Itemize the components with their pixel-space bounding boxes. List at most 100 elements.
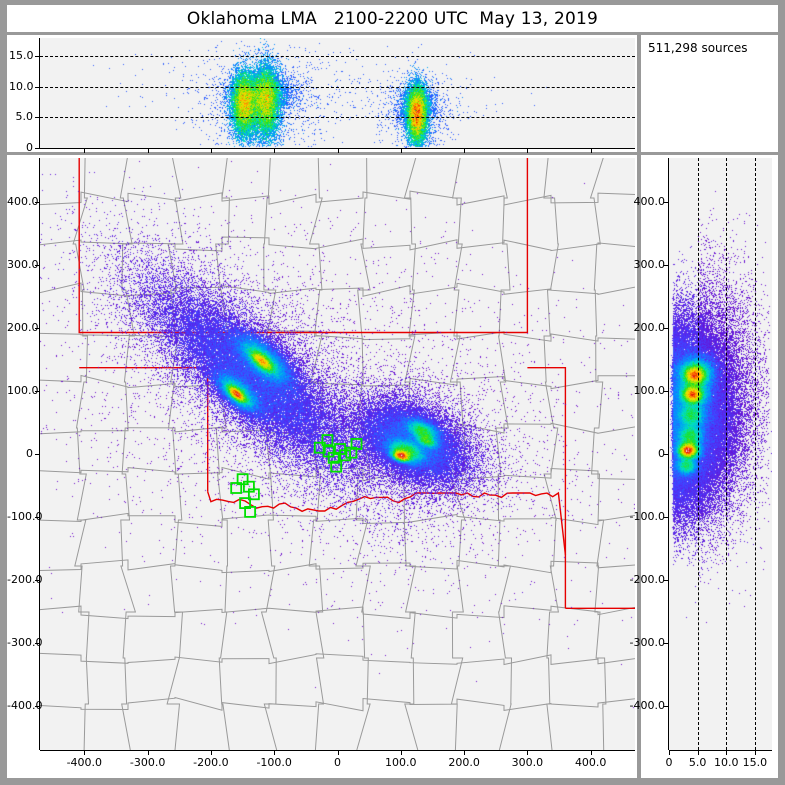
y-tick-6 [35, 328, 40, 330]
x-tick-label-0: -400.0 [66, 756, 103, 769]
x-tick-4 [337, 750, 339, 755]
lma-station-marker[interactable] [244, 505, 257, 518]
x-tick-0 [84, 148, 86, 153]
y-tick-4 [664, 454, 669, 455]
y-tick-3 [35, 516, 40, 518]
x-tick-label-7: 300.0 [511, 756, 544, 769]
x-tick-7 [527, 148, 529, 153]
y-tick-7 [35, 265, 40, 267]
x-tick-3 [274, 148, 276, 153]
y-tick-label-1: -300.0 [629, 635, 665, 649]
x-tick-0 [669, 750, 670, 755]
y-tick-label-0: 0 [26, 141, 33, 154]
lma-station-markers-layer[interactable] [40, 158, 635, 750]
x-tick-7 [527, 750, 529, 755]
y-tick-7 [664, 265, 669, 267]
x-tick-1 [697, 750, 699, 755]
x-tick-2 [726, 750, 728, 755]
x-tick-label-3: 15.0 [742, 756, 768, 769]
lma-station-marker[interactable] [330, 460, 343, 473]
lma-station-marker[interactable] [313, 441, 326, 454]
plan-view-map-panel: -400.0 -300.0 -200.0 -100.0 0 100.0 200.0 300.0… [7, 155, 637, 778]
y-tick-3 [35, 56, 40, 58]
y-tick-label-2: -200.0 [7, 572, 43, 586]
y-tick-label-4: 0 [26, 447, 33, 460]
x-tick-0 [84, 750, 86, 755]
lma-station-marker[interactable] [350, 437, 363, 450]
y-tick-0 [35, 705, 40, 707]
vgridline-1 [726, 158, 728, 750]
y-tick-label-5: 100.0 [633, 384, 666, 398]
lma-station-marker[interactable] [230, 482, 243, 494]
x-tick-8 [590, 750, 592, 755]
title-bar: Oklahoma LMA 2100-2200 UTC May 13, 2019 [7, 5, 778, 32]
x-tick-label-6: 200.0 [448, 756, 480, 769]
x-tick-label-1: 5.0 [688, 756, 707, 769]
y-tick-label-0: -400.0 [7, 698, 43, 712]
y-tick-label-3: 15.0 [9, 49, 34, 63]
vgridline-0 [697, 158, 699, 750]
source-density-canvas-right [669, 158, 772, 750]
y-tick-label-8: 400.0 [633, 195, 666, 209]
altitude-vs-east-west-plot[interactable] [40, 38, 635, 148]
x-tick-label-3: -100.0 [256, 756, 292, 769]
y-tick-label-7: 300.0 [633, 258, 666, 272]
x-tick-3 [754, 750, 756, 755]
y-tick-label-2: -200.0 [629, 572, 665, 586]
page-title: Oklahoma LMA 2100-2200 UTC May 13, 2019 [186, 8, 599, 29]
y-tick-1 [664, 642, 669, 644]
altitude-vs-north-south-panel: -400.0 -300.0 -200.0 -100.0 0 100.0 200.0 300.0… [630, 155, 778, 778]
sources-count-label: 511,298 sources [648, 41, 748, 55]
sources-count-panel: 511,298 sources [641, 35, 778, 152]
x-tick-label-5: 100.0 [385, 756, 417, 769]
x-tick-label-0: 0 [665, 756, 673, 769]
y-tick-2 [35, 86, 40, 88]
y-tick-4 [35, 454, 40, 455]
lma-station-marker[interactable] [247, 488, 260, 501]
gridline-15.0 [40, 56, 635, 58]
x-axis-spine [669, 750, 772, 751]
y-tick-label-8: 400.0 [7, 195, 39, 209]
y-tick-label-0: -400.0 [629, 698, 665, 712]
lma-station-marker[interactable] [339, 449, 352, 462]
y-tick-1 [35, 117, 40, 119]
y-tick-2 [664, 579, 669, 581]
x-tick-6 [464, 750, 466, 755]
altitude-vs-north-south-plot[interactable] [669, 158, 772, 750]
y-tick-label-7: 300.0 [7, 258, 39, 272]
x-tick-2 [210, 750, 212, 755]
lma-station-marker[interactable] [327, 451, 340, 464]
x-tick-5 [400, 148, 402, 153]
x-tick-label-1: -300.0 [129, 756, 166, 769]
x-tick-1 [147, 750, 149, 755]
plan-view-map-plot[interactable] [40, 158, 635, 750]
y-tick-3 [664, 516, 669, 518]
x-tick-3 [274, 750, 276, 755]
x-tick-2 [210, 148, 212, 153]
x-tick-8 [590, 148, 592, 153]
lma-station-marker[interactable] [321, 434, 334, 447]
y-tick-1 [35, 642, 40, 644]
gridline-10.0 [40, 86, 635, 88]
y-tick-2 [35, 579, 40, 581]
y-tick-5 [35, 391, 40, 393]
vgridline-2 [754, 158, 756, 750]
source-density-canvas-top [40, 38, 635, 148]
x-tick-6 [464, 148, 466, 153]
y-axis-spine [39, 38, 40, 148]
x-tick-1 [147, 148, 149, 153]
y-tick-8 [35, 202, 40, 204]
lma-station-marker[interactable] [236, 473, 249, 486]
y-tick-label-6: 200.0 [7, 321, 39, 335]
y-tick-label-3: -100.0 [629, 509, 665, 523]
x-tick-label-4: 0 [334, 756, 341, 769]
y-tick-label-4: 0 [658, 447, 665, 460]
y-tick-label-3: -100.0 [7, 509, 43, 523]
y-tick-label-5: 100.0 [7, 384, 39, 398]
y-tick-0 [35, 148, 40, 149]
x-tick-4 [337, 148, 339, 153]
altitude-vs-east-west-panel: 05.010.015.0-400.0-300.0-200.0-100.00100… [7, 35, 637, 167]
y-tick-label-6: 200.0 [633, 321, 666, 335]
x-tick-5 [400, 750, 402, 755]
